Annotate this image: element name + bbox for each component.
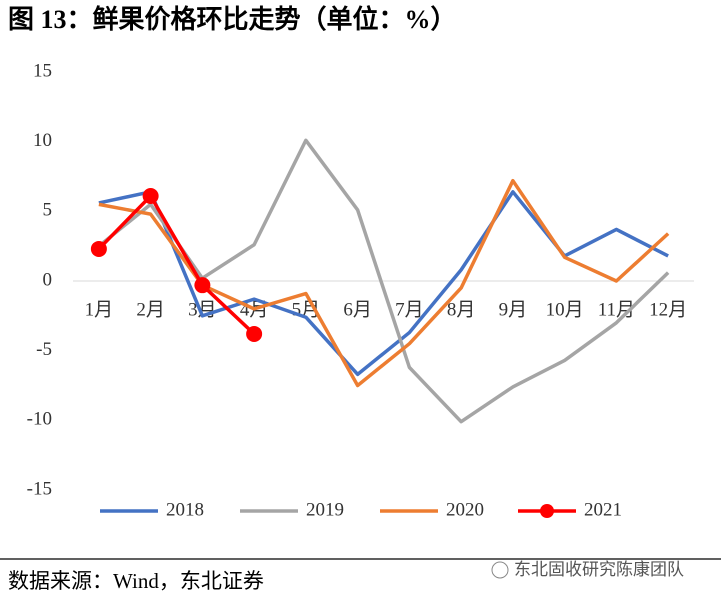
x-tick-label: 12月 bbox=[649, 299, 687, 320]
chart-title: 图 13：鲜果价格环比走势（单位：%） bbox=[8, 4, 457, 34]
series-line bbox=[98, 190, 669, 377]
point bbox=[246, 325, 263, 342]
point bbox=[142, 188, 159, 205]
x-tick-label: 1月 bbox=[85, 299, 114, 320]
x-tick-label: 2月 bbox=[136, 299, 165, 320]
x-tick-label: 8月 bbox=[447, 299, 476, 320]
series-line bbox=[97, 194, 256, 336]
legend-label: 2018 bbox=[166, 499, 204, 520]
point bbox=[90, 240, 107, 257]
x-tick-label: 7月 bbox=[395, 299, 424, 320]
x-tick-label: 10月 bbox=[546, 299, 584, 320]
legend-label: 2019 bbox=[306, 499, 344, 520]
y-tick-label: 0 bbox=[43, 269, 53, 290]
y-tick-label: 10 bbox=[33, 130, 52, 151]
legend-label: 2020 bbox=[446, 499, 484, 520]
y-tick-label: 15 bbox=[33, 60, 52, 81]
y-tick-label: 5 bbox=[43, 200, 53, 221]
y-tick-label: -5 bbox=[36, 339, 52, 360]
legend-marker bbox=[540, 504, 554, 518]
y-tick-label: -10 bbox=[27, 409, 52, 430]
y-tick-label: -15 bbox=[27, 478, 52, 499]
x-tick-label: 9月 bbox=[499, 299, 528, 320]
point bbox=[194, 277, 211, 294]
watermark: 东北固收研究陈康团队 bbox=[514, 560, 684, 579]
series-line bbox=[97, 138, 670, 424]
x-tick-label: 6月 bbox=[343, 299, 372, 320]
legend-label: 2021 bbox=[584, 499, 622, 520]
source: 数据来源：Wind，东北证券 bbox=[8, 569, 264, 593]
watermark-icon bbox=[491, 561, 509, 579]
